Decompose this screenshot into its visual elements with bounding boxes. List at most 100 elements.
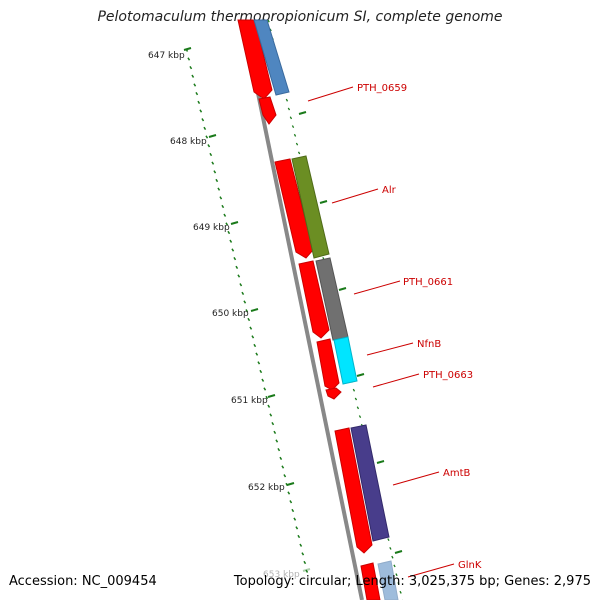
accession-text: Accession: NC_009454 <box>9 574 157 589</box>
gene-label[interactable]: PTH_0663 <box>423 370 473 381</box>
minor-tick <box>265 395 269 400</box>
ring-tick <box>352 388 356 392</box>
ring-tick <box>289 116 293 120</box>
minor-tick <box>209 152 213 157</box>
cds-track <box>237 19 381 600</box>
gene-label[interactable]: GlnK <box>458 560 482 571</box>
cds-feature[interactable] <box>258 96 277 125</box>
ring-tick <box>387 538 390 542</box>
scale-tick <box>250 308 259 312</box>
feature-ring-marks <box>298 111 403 554</box>
minor-tick <box>203 126 207 130</box>
ring-tick <box>358 415 362 419</box>
minor-tick <box>239 283 243 287</box>
ring-tick <box>391 555 394 559</box>
scale-tick <box>208 134 217 138</box>
minor-tick <box>187 57 191 61</box>
ring-tick <box>291 125 295 129</box>
minor-tick <box>221 204 225 209</box>
minor-tick <box>271 422 275 426</box>
cds-feature[interactable] <box>334 427 373 554</box>
feature-blue[interactable] <box>253 19 290 96</box>
scale-tick <box>302 568 311 572</box>
minor-tick <box>295 526 299 530</box>
feature-purple[interactable] <box>350 424 390 542</box>
scale-tick <box>183 47 192 51</box>
gene-label[interactable]: PTH_0661 <box>403 277 453 288</box>
ring-mark <box>376 460 385 464</box>
cds-feature[interactable] <box>298 260 330 339</box>
minor-tick <box>225 222 229 226</box>
minor-tick <box>189 66 193 70</box>
minor-tick <box>299 543 303 547</box>
cds-feature[interactable] <box>274 158 314 259</box>
scale-tick-label: 650 kbp <box>212 309 249 319</box>
map-title: Pelotomaculum thermopropionicum SI, comp… <box>97 9 503 25</box>
genome-backbone <box>241 19 364 600</box>
minor-tick <box>247 317 251 322</box>
minor-tick <box>253 343 257 348</box>
minor-tick <box>291 508 295 513</box>
ring-tick <box>293 133 297 137</box>
minor-tick <box>219 196 223 200</box>
ring-tick <box>354 397 358 401</box>
feature-olive[interactable] <box>291 155 330 259</box>
minor-tick <box>233 257 237 261</box>
minor-tick <box>213 170 217 174</box>
summary-text: Topology: circular; Length: 3,025,375 bp… <box>233 574 591 589</box>
ring-tick <box>295 142 299 146</box>
cds-feature[interactable] <box>316 338 340 391</box>
minor-tick <box>279 456 283 460</box>
scale-tick-label: 649 kbp <box>193 223 230 233</box>
minor-tick <box>301 552 305 556</box>
ring-tick <box>389 546 392 550</box>
ring-mark <box>338 287 347 291</box>
minor-tick <box>191 74 195 78</box>
cds-feature[interactable] <box>360 562 381 600</box>
minor-tick <box>245 309 249 313</box>
minor-ticks <box>185 48 309 573</box>
minor-tick <box>249 326 253 330</box>
gene-labels: PTH_0659 Alr PTH_0661 NfnB PTH_0663 AmtB… <box>307 83 482 578</box>
scale-tick-label: 653 kbp <box>263 570 300 580</box>
minor-tick <box>269 413 273 417</box>
minor-tick <box>237 274 241 278</box>
scale-tick <box>267 394 276 398</box>
minor-tick <box>303 560 307 565</box>
feature-track <box>253 19 399 600</box>
minor-tick <box>305 569 309 573</box>
minor-tick <box>207 144 211 148</box>
minor-tick <box>251 335 255 339</box>
minor-tick <box>201 118 205 122</box>
ring-mark <box>394 550 403 554</box>
scale-tick-label: 648 kbp <box>170 137 207 147</box>
minor-tick <box>259 369 263 374</box>
minor-tick <box>211 161 215 165</box>
gene-label[interactable]: NfnB <box>417 339 441 350</box>
minor-tick <box>223 213 227 217</box>
feature-cyan[interactable] <box>333 336 358 385</box>
ring-tick <box>287 107 291 111</box>
ring-tick <box>395 573 398 577</box>
cds-feature[interactable] <box>325 387 342 400</box>
feature-blue[interactable] <box>377 560 399 600</box>
minor-tick <box>283 474 287 478</box>
minor-tick <box>205 135 209 139</box>
minor-tick <box>257 361 261 365</box>
gene-label[interactable]: Alr <box>382 185 397 196</box>
scale-tick <box>286 482 295 486</box>
minor-tick <box>199 109 203 113</box>
minor-tick <box>197 100 201 104</box>
gene-label[interactable]: AmtB <box>443 468 471 479</box>
minor-tick <box>193 83 197 87</box>
ring-tick <box>399 590 402 594</box>
minor-tick <box>255 352 259 356</box>
minor-tick <box>243 300 247 304</box>
ring-mark <box>319 200 328 204</box>
minor-tick <box>263 387 267 391</box>
ring-tick <box>285 98 289 102</box>
gene-label[interactable]: PTH_0659 <box>357 83 407 94</box>
label-leader <box>372 373 420 388</box>
cds-feature[interactable] <box>237 19 273 100</box>
